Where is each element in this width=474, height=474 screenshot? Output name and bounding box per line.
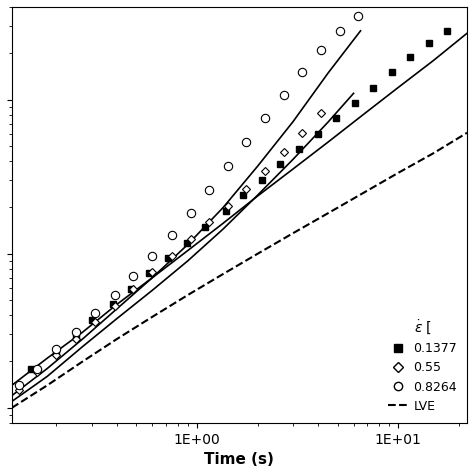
- Legend: 0.1377, 0.55, 0.8264, LVE: 0.1377, 0.55, 0.8264, LVE: [384, 314, 461, 417]
- X-axis label: Time (s): Time (s): [204, 452, 274, 467]
